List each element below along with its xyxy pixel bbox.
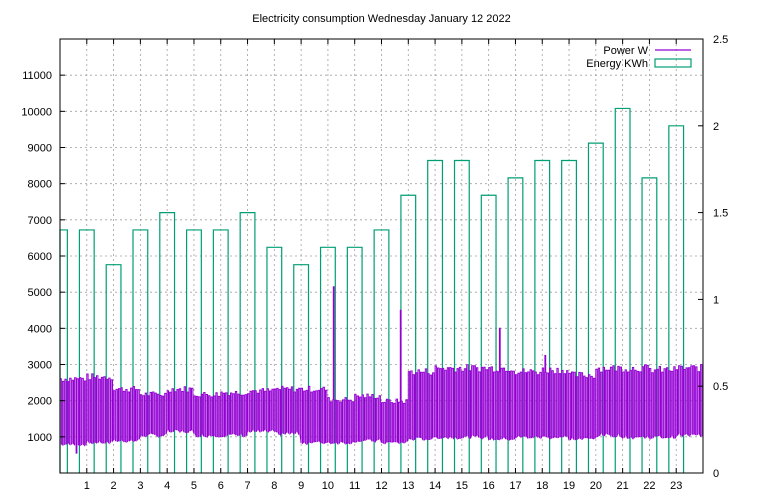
energy-bar [507,177,524,473]
x-tick-label: 16 [483,480,495,492]
x-tick-label: 21 [617,480,629,492]
y-right-tick-label: 0.5 [713,381,728,393]
y-left-tick-label: 5000 [28,287,52,299]
x-tick-label: 9 [298,480,304,492]
y-left-tick-label: 7000 [28,215,52,227]
y-left-tick-label: 9000 [28,143,52,155]
energy-bar [266,246,283,473]
energy-bar [373,229,390,473]
energy-bar [132,229,149,473]
energy-bar [212,229,229,473]
power-line [59,286,703,454]
chart-title: Electricity consumption Wednesday Januar… [252,13,510,25]
x-tick-label: 17 [509,480,521,492]
x-tick-label: 22 [643,480,655,492]
energy-bar [319,246,336,473]
x-tick-label: 4 [164,480,170,492]
power-series [59,286,703,454]
y-left-tick-label: 6000 [28,251,52,263]
legend-swatch-energy [654,58,692,68]
y-left-tick-label: 2000 [28,396,52,408]
y-right-tick-label: 2 [713,121,719,133]
x-tick-label: 20 [590,480,602,492]
y-right-tick-label: 0 [713,468,719,480]
y-right-tick-label: 1.5 [713,208,728,220]
x-tick-label: 19 [563,480,575,492]
x-tick-label: 11 [349,480,360,492]
energy-bar [614,107,631,473]
x-tick-label: 15 [456,480,468,492]
x-tick-label: 7 [244,480,250,492]
y-left-tick-label: 4000 [28,323,52,335]
energy-bar [561,159,578,473]
y-left-tick-label: 11000 [22,70,52,82]
x-tick-label: 14 [429,480,441,492]
energy-bar [105,264,122,473]
y-right-tick-label: 1 [713,294,719,306]
energy-bar [293,264,310,473]
y-left-tick-label: 3000 [28,360,52,372]
energy-bar [78,229,95,473]
energy-bar [587,142,604,473]
y-left-axis-ticks: 1000 2000 3000 4000 5000 6000 7000 8000 9000 1000… [21,70,65,444]
x-tick-label: 2 [111,480,117,492]
legend-label: Power W [603,45,648,57]
energy-bar [480,194,497,473]
legend-label: Energy KWh [586,58,648,70]
y-left-tick-label: 1000 [28,432,52,444]
x-tick-label: 23 [670,480,682,492]
energy-bar [453,159,470,473]
x-tick-label: 3 [137,480,143,492]
x-tick-label: 6 [218,480,224,492]
x-tick-label: 10 [322,480,334,492]
x-tick-label: 18 [536,480,548,492]
y-right-axis-ticks: 0 0.5 1 1.5 2 2.5 [698,34,728,480]
energy-bar [427,159,444,473]
energy-bar [239,212,256,473]
energy-bar [534,159,551,473]
energy-bar [159,212,176,473]
x-tick-label: 8 [271,480,277,492]
y-left-tick-label: 10000 [21,106,52,118]
x-tick-label: 5 [191,480,197,492]
x-axis-ticks: 1 2 3 4 5 6 7 8 9 10 11 12 13 14 15 16 17 18 19 20 21 22 23 [84,39,682,492]
x-tick-label: 13 [402,480,414,492]
x-tick-label: 12 [375,480,387,492]
energy-bar [185,229,202,473]
y-right-tick-label: 2.5 [713,34,728,46]
x-tick-label: 1 [84,480,90,492]
energy-bar [668,125,685,473]
y-left-tick-label: 8000 [28,179,52,191]
energy-bar [641,177,658,473]
energy-bar [346,246,363,473]
